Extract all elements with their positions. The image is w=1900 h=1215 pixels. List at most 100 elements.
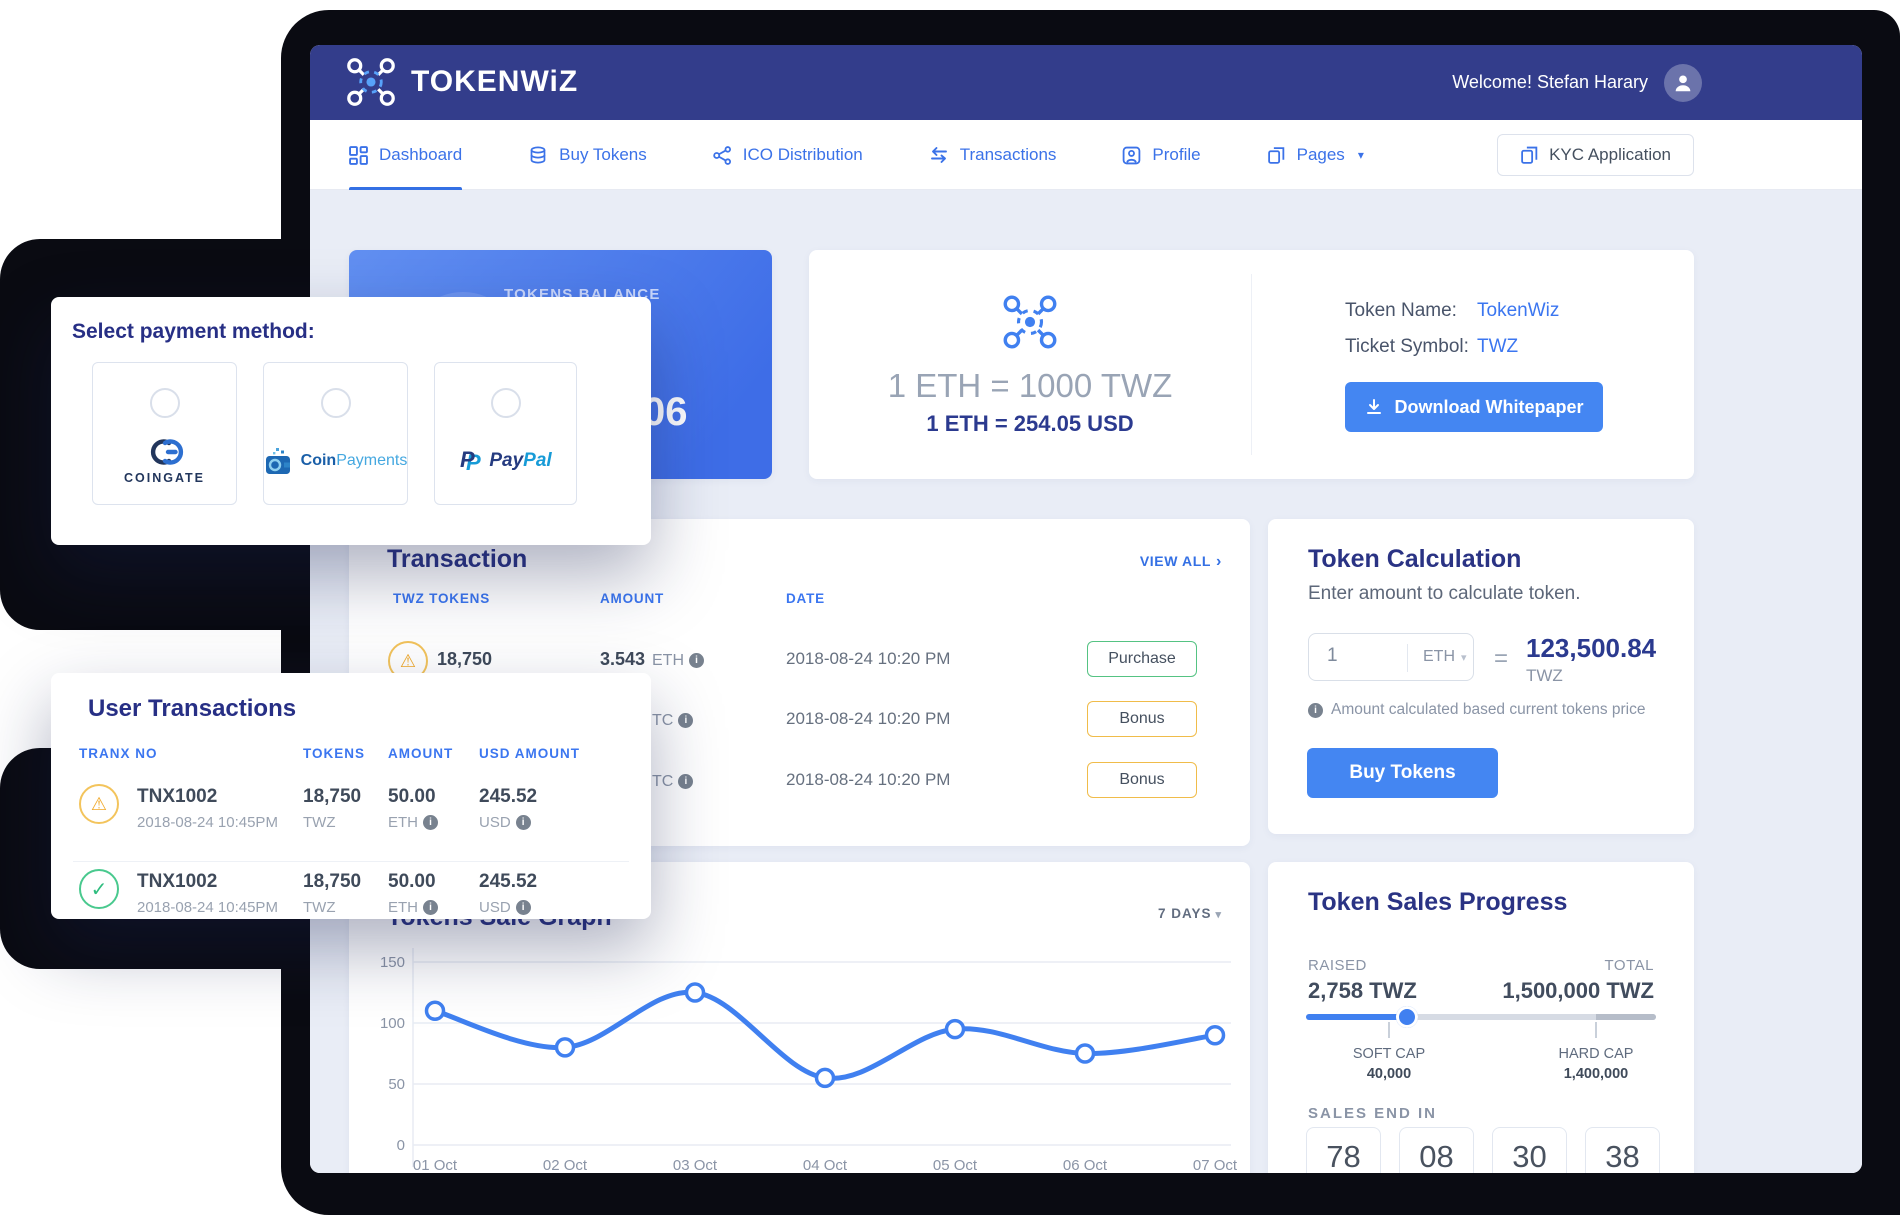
ticket-symbol-value[interactable]: TWZ [1477,336,1519,357]
soft-cap-value: 40,000 [1366,1066,1412,1082]
coinpayments-wallet-icon [264,447,294,475]
soft-cap-tick [1388,1022,1390,1038]
raised-value: 2,758 TWZ [1308,978,1417,1003]
paypal-wordmark-light: Pal [523,450,552,471]
network-nodes-icon [713,145,732,165]
cell-amount: 3.543 ETH i [600,649,704,670]
bonus-button[interactable]: Bonus [1087,701,1197,737]
total-value: 1,500,000 TWZ [1502,978,1654,1003]
sales-end-label: SALES END IN [1308,1105,1438,1122]
countdown-seconds: 38 [1585,1127,1660,1173]
documents-icon [1520,146,1539,165]
info-icon[interactable]: i [689,653,704,668]
calculated-result: 123,500.84 [1526,633,1657,663]
ticket-symbol-label: Ticket Symbol: [1345,336,1469,357]
radio-button[interactable] [490,388,521,418]
svg-text:02 Oct: 02 Oct [543,1157,588,1173]
info-icon[interactable]: i [423,900,438,915]
radio-button[interactable] [149,388,180,418]
token-name-label: Token Name: [1345,300,1457,321]
chevron-down-icon: ▾ [1357,148,1364,162]
brand-name: TOKENWiZ [411,65,579,98]
nav-label: ICO Distribution [742,145,863,164]
tranx-no: TNX1002 [137,871,218,892]
countdown-days: 78 [1306,1127,1381,1173]
buy-tokens-button[interactable]: Buy Tokens [1307,748,1498,798]
svg-text:P: P [466,450,481,475]
brand-logo[interactable]: TOKENWiZ [345,56,578,108]
nav-item-buy-tokens[interactable]: Buy Tokens [528,120,647,190]
info-icon[interactable]: i [515,900,531,915]
radio-button[interactable] [320,388,351,418]
nav-item-pages[interactable]: Pages ▾ [1267,120,1364,190]
progress-slider-knob[interactable] [1396,1006,1418,1028]
payment-option-coingate[interactable]: COINGATE [92,362,237,505]
eth-usd-rate: 1 ETH = 254.05 USD [926,410,1134,436]
input-divider [1407,644,1408,672]
bonus-button[interactable]: Bonus [1087,762,1197,798]
info-icon[interactable]: i [423,815,438,830]
purchase-button[interactable]: Purchase [1087,641,1197,677]
tokens-value: 18,750 [303,871,362,892]
amount-input-group: ETH▾ [1308,633,1474,681]
cell-date: 2018-08-24 10:20 PM [786,649,951,668]
welcome-text: Welcome! Stefan Harary [1452,72,1648,92]
token-name-value[interactable]: TokenWiz [1477,300,1560,321]
soft-cap-label: SOFT CAP [1352,1046,1426,1062]
token-sales-progress-card: Token Sales Progress RAISED TOTAL 2,758 … [1268,862,1694,1173]
currency-select[interactable]: ETH ▾ [1423,648,1467,665]
column-header-amount: AMOUNT [388,746,454,761]
download-whitepaper-button[interactable]: Download Whitepaper [1345,382,1603,432]
tranx-date: 2018-08-24 10:45PM [137,814,278,831]
select-payment-method-popup: Select payment method: COINGATE [51,297,651,545]
nav-item-transactions[interactable]: Transactions [929,120,1056,190]
user-avatar[interactable] [1664,63,1702,102]
usd-value: 245.52 [479,871,538,892]
svg-text:05 Oct: 05 Oct [933,1157,978,1173]
payment-option-paypal[interactable]: P P PayPal [434,362,577,505]
info-icon[interactable]: i [678,713,694,728]
svg-text:07 Oct: 07 Oct [1193,1157,1238,1173]
table-row: TC i 2018-08-24 10:20 PM Bonus [349,752,1250,812]
hard-cap-value: 1,400,000 [1563,1066,1629,1082]
progress-track [1306,1014,1656,1020]
vertical-divider [1251,274,1252,455]
profile-badge-icon [1122,146,1141,165]
token-calculation-card: Token Calculation Enter amount to calcul… [1268,519,1694,834]
range-selector[interactable]: 7 DAYS ▾ [1157,906,1222,921]
svg-text:04 Oct: 04 Oct [803,1157,848,1173]
paypal-logo-icon: P P [459,447,483,475]
nav-item-profile[interactable]: Profile [1122,120,1201,190]
view-all-link[interactable]: VIEW ALL [1140,553,1222,571]
cell-amount: TC i [600,709,694,730]
nav-item-dashboard[interactable]: Dashboard [349,120,463,190]
info-icon: i [1308,702,1323,718]
nav-item-ico-distribution[interactable]: ICO Distribution [713,120,863,190]
coinpayments-wordmark-light: Payments [336,452,408,469]
usd-value: 245.52 [479,786,538,807]
cell-date: 2018-08-24 10:20 PM [786,709,951,728]
chevron-down-icon: ▾ [1461,652,1467,664]
coins-icon [528,146,548,165]
calculation-note: i Amount calculated based current tokens … [1308,701,1645,719]
payment-option-coinpayments[interactable]: CoinPayments [263,362,408,505]
info-icon[interactable]: i [678,774,694,789]
kyc-application-button[interactable]: KYC Application [1497,134,1694,176]
amount-input[interactable] [1327,645,1397,667]
info-icon[interactable]: i [515,815,531,830]
token-calculation-title: Token Calculation [1308,545,1522,573]
swap-arrows-icon [929,146,949,164]
cell-date: 2018-08-24 10:20 PM [786,770,951,789]
transaction-title: Transaction [387,545,528,573]
token-calculation-subtitle: Enter amount to calculate token. [1308,583,1581,604]
svg-text:50: 50 [388,1076,405,1093]
column-header-tranx-no: TRANX NO [79,746,158,761]
check-icon: ✓ [79,869,119,909]
token-rate-card: 1 ETH = 1000 TWZ 1 ETH = 254.05 USD Toke… [809,250,1694,479]
nav-label: Pages [1296,145,1345,164]
countdown-minutes: 30 [1492,1127,1567,1173]
dashboard-grid-icon [349,145,368,165]
svg-text:P: P [460,447,475,472]
tokenwiz-molecule-icon [345,56,397,108]
